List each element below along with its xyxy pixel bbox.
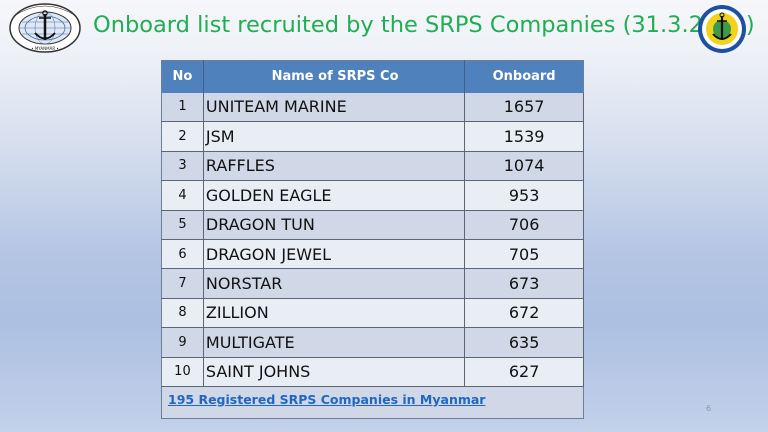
table-row: 6 DRAGON JEWEL 705 (161, 239, 584, 270)
company-name: NORSTAR (203, 268, 466, 299)
marine-administration-logo-icon: • MYANMAR • (9, 3, 81, 53)
company-name: SAINT JOHNS (203, 357, 466, 387)
table-row: 5 DRAGON TUN 706 (161, 210, 584, 240)
svg-text:• MYANMAR •: • MYANMAR • (31, 46, 59, 51)
column-header-onboard: Onboard (464, 60, 584, 93)
table-row: 10 SAINT JOHNS 627 (161, 357, 584, 387)
company-name: DRAGON TUN (203, 210, 466, 240)
table-footer-row: 195 Registered SRPS Companies in Myanmar (161, 386, 584, 419)
company-name: DRAGON JEWEL (203, 239, 466, 270)
onboard-count: 1657 (464, 92, 584, 123)
registered-companies-link[interactable]: 195 Registered SRPS Companies in Myanmar (168, 391, 486, 407)
row-number: 9 (161, 327, 204, 358)
table-header-row: No Name of SRPS Co Onboard (161, 60, 584, 93)
table-row: 9 MULTIGATE 635 (161, 327, 584, 358)
onboard-count: 953 (464, 180, 584, 211)
onboard-count: 705 (464, 239, 584, 270)
row-number: 10 (161, 357, 204, 387)
table-row: 2 JSM 1539 (161, 121, 584, 152)
onboard-count: 1539 (464, 121, 584, 152)
row-number: 3 (161, 151, 204, 182)
onboard-count: 706 (464, 210, 584, 240)
company-name: JSM (203, 121, 466, 152)
onboard-count: 1074 (464, 151, 584, 182)
ministry-transport-logo-icon (698, 5, 746, 53)
table-row: 7 NORSTAR 673 (161, 268, 584, 299)
slide-title: Onboard list recruited by the SRPS Compa… (93, 12, 755, 38)
onboard-count: 672 (464, 298, 584, 329)
onboard-count: 673 (464, 268, 584, 299)
srps-onboard-table: No Name of SRPS Co Onboard 1 UNITEAM MAR… (161, 60, 584, 419)
slide-page-number: 6 (706, 404, 712, 413)
company-name: RAFFLES (203, 151, 466, 182)
row-number: 5 (161, 210, 204, 240)
table-row: 3 RAFFLES 1074 (161, 151, 584, 182)
onboard-count: 627 (464, 357, 584, 387)
table-row: 4 GOLDEN EAGLE 953 (161, 180, 584, 211)
company-name: UNITEAM MARINE (203, 92, 466, 123)
footer-cell: 195 Registered SRPS Companies in Myanmar (161, 386, 584, 419)
row-number: 7 (161, 268, 204, 299)
company-name: MULTIGATE (203, 327, 466, 358)
row-number: 8 (161, 298, 204, 329)
column-header-name: Name of SRPS Co (203, 60, 466, 93)
onboard-count: 635 (464, 327, 584, 358)
row-number: 6 (161, 239, 204, 270)
row-number: 4 (161, 180, 204, 211)
column-header-no: No (161, 60, 204, 93)
row-number: 1 (161, 92, 204, 123)
table-row: 1 UNITEAM MARINE 1657 (161, 92, 584, 123)
company-name: ZILLION (203, 298, 466, 329)
company-name: GOLDEN EAGLE (203, 180, 466, 211)
table-row: 8 ZILLION 672 (161, 298, 584, 329)
row-number: 2 (161, 121, 204, 152)
